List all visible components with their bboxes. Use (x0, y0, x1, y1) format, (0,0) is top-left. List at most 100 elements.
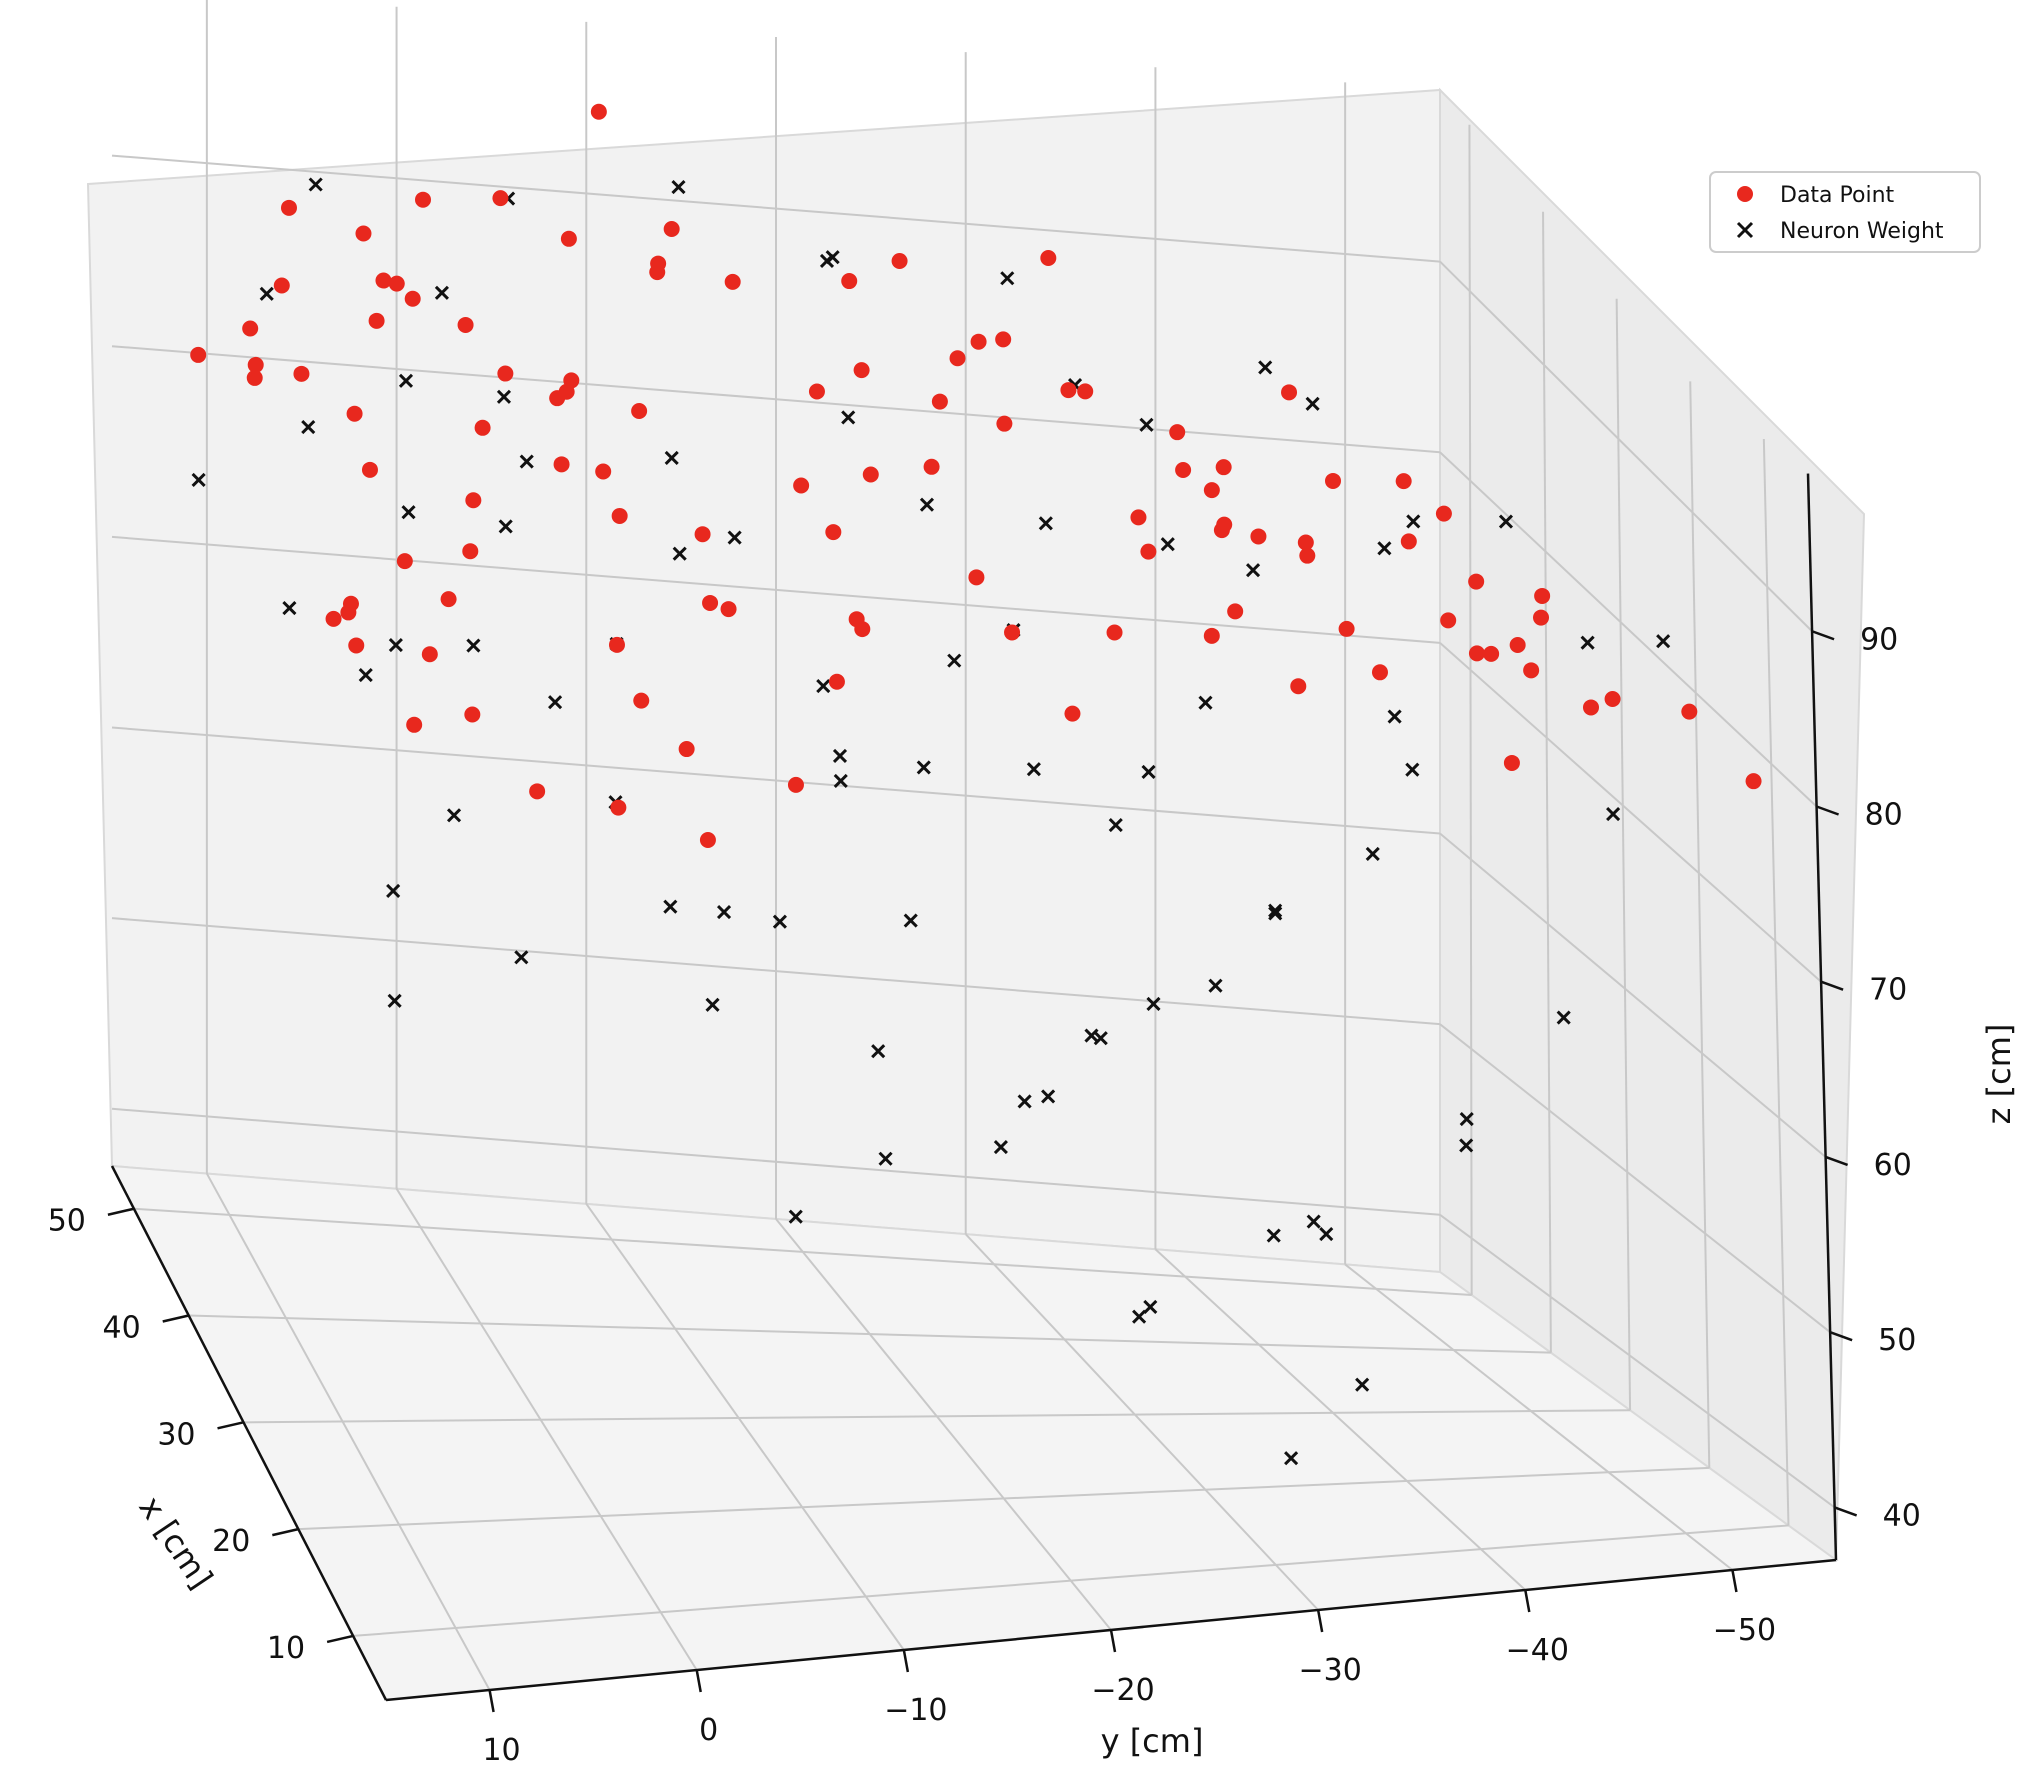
neuron-weight-marker (1556, 1010, 1571, 1025)
data-point-marker (440, 591, 457, 608)
neuron-weight-marker (1000, 271, 1015, 286)
data-point-marker (1509, 637, 1526, 654)
neuron-weight-marker (1387, 709, 1402, 724)
neuron-weight-marker (496, 389, 512, 404)
neuron-weight-marker (1355, 1377, 1370, 1392)
data-point-marker (1203, 482, 1220, 499)
neuron-weight-marker (259, 286, 274, 301)
neuron-weight-marker (788, 1209, 803, 1224)
neuron-weight-marker (308, 177, 323, 192)
y-tick-label: 0 (699, 1713, 718, 1748)
x-tick-mark (326, 1634, 354, 1644)
z-tick-label: 70 (1869, 973, 1907, 1008)
x-tick-mark (272, 1527, 299, 1537)
data-point-marker (1681, 703, 1698, 720)
data-point-marker (1338, 620, 1355, 637)
data-point-marker (1400, 533, 1417, 550)
data-point-marker (702, 594, 719, 611)
data-point-marker (590, 103, 607, 120)
x-tick-label: 30 (157, 1417, 195, 1452)
grid-line-z-side (1439, 451, 1818, 808)
data-point-marker (724, 273, 741, 290)
grid-line-x-wall (1468, 124, 1473, 1296)
y-tick-mark (902, 1649, 910, 1673)
data-point-marker (663, 220, 680, 237)
data-point-marker (825, 524, 842, 541)
data-point-marker (361, 461, 378, 478)
x-tick-label: 50 (48, 1204, 86, 1239)
grid-lines (111, 0, 1836, 1691)
neuron-weight-marker (1245, 563, 1261, 578)
y-tick-label: −50 (1713, 1613, 1776, 1648)
data-point-marker (1175, 462, 1192, 479)
data-point-marker (949, 350, 966, 367)
data-point-marker (388, 275, 405, 292)
grid-line-z-side (1439, 832, 1827, 1158)
legend-marker-neuron-weight (1736, 221, 1754, 239)
data-point-marker (247, 356, 264, 373)
neuron-weight-marker (1498, 514, 1514, 529)
data-point-marker (1483, 645, 1500, 662)
data-point-marker (549, 390, 566, 407)
neuron-weight-marker (401, 505, 416, 520)
data-point-marker (1371, 664, 1388, 681)
grid-line-y-floor (775, 1218, 1112, 1631)
neuron-weight-marker (832, 748, 848, 764)
data-point-marker (1604, 690, 1621, 707)
data-point-marker (462, 543, 479, 560)
legend-label-data-point: Data Point (1780, 183, 1895, 208)
neuron-weight-marker (672, 546, 687, 561)
data-point-marker (996, 415, 1013, 432)
legend-label-neuron-weight: Neuron Weight (1780, 219, 1944, 244)
neuron-weight-marker (446, 808, 462, 823)
grid-line-y-floor (1154, 1248, 1526, 1591)
grid-line-y-floor (205, 1173, 491, 1691)
neuron-weight-marker (548, 695, 563, 710)
data-point-marker (1299, 547, 1316, 564)
z-tick-mark (1825, 1155, 1849, 1167)
x-tick-label: 40 (103, 1311, 141, 1346)
data-point-marker (1523, 662, 1540, 679)
data-point-marker (563, 372, 580, 389)
data-point-marker (348, 637, 365, 654)
neuron-weight-marker (816, 678, 831, 694)
data-point-marker (492, 190, 509, 207)
neuron-weight-marker (1108, 817, 1123, 833)
z-tick-label: 40 (1883, 1498, 1921, 1533)
y-tick-label: −30 (1298, 1653, 1361, 1688)
z-tick-mark (1811, 630, 1835, 641)
neuron-weight-marker (878, 1151, 893, 1166)
data-point-marker (421, 646, 438, 663)
neuron-weight-marker (1459, 1138, 1474, 1153)
neuron-weight-marker (1406, 514, 1421, 529)
neuron-weight-marker (1580, 635, 1595, 650)
data-point-marker (862, 466, 879, 483)
neuron-weight-marker (387, 993, 402, 1008)
data-point-marker (787, 776, 804, 793)
data-point-marker (368, 312, 385, 329)
x-tick-mark (107, 1207, 135, 1216)
data-point-marker (465, 492, 482, 509)
z-tick-mark (1834, 1506, 1858, 1517)
z-tick-mark (1820, 980, 1844, 991)
data-point-marker (560, 230, 577, 247)
x-tick-mark (217, 1421, 244, 1430)
neuron-weight-marker (1160, 537, 1175, 552)
data-point-marker (1060, 382, 1077, 399)
neuron-weight-marker (386, 883, 401, 898)
grid-line-z-back (111, 535, 1441, 644)
data-point-marker (1227, 603, 1244, 620)
grid-line-y-floor (395, 1188, 698, 1671)
y-tick-mark (1316, 1609, 1324, 1633)
data-point-marker (1468, 573, 1485, 590)
neuron-weight-marker (1143, 1299, 1158, 1315)
neuron-weight-marker (919, 497, 935, 512)
data-point-marker (406, 716, 423, 733)
neuron-weight-marker (1139, 417, 1154, 432)
grid-line-z-back (111, 917, 1441, 1026)
data-point-marker (608, 636, 625, 653)
neuron-weight-marker (1041, 1089, 1056, 1104)
neuron-weight-marker (1306, 1214, 1321, 1229)
z-axis-line (1806, 473, 1838, 1561)
